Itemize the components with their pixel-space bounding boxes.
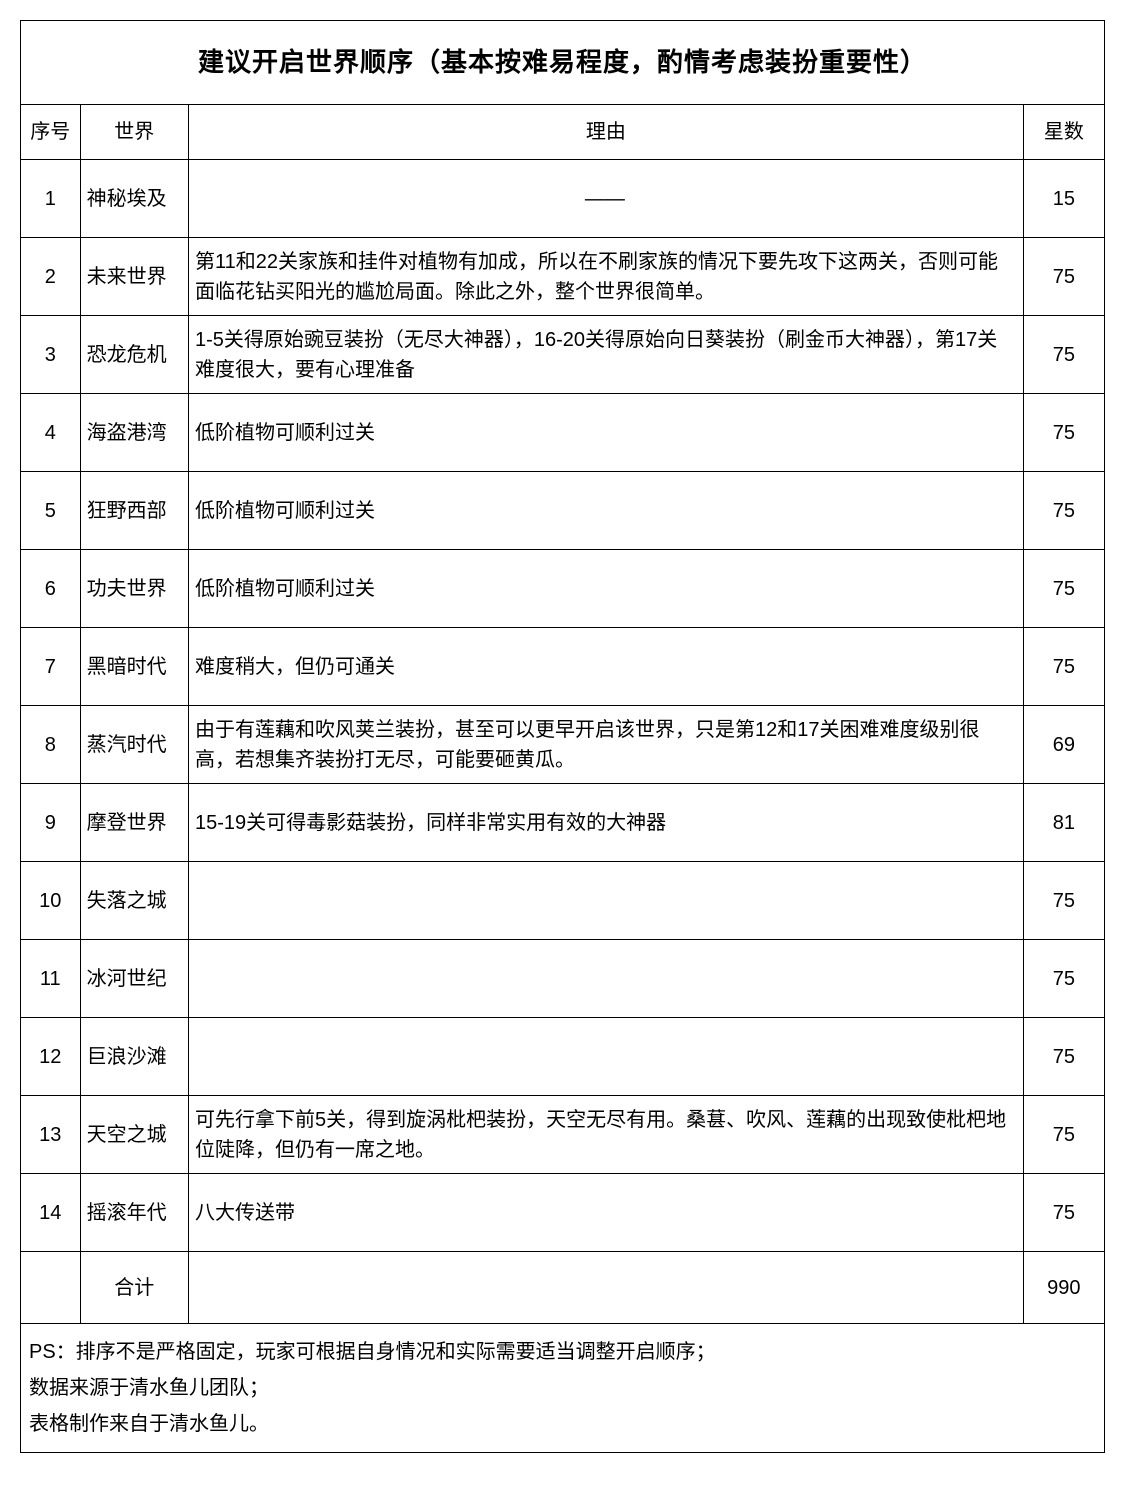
col-header-reason: 理由 xyxy=(189,105,1024,160)
row-world: 摇滚年代 xyxy=(80,1174,188,1252)
row-stars: 75 xyxy=(1023,940,1104,1018)
row-num: 10 xyxy=(21,862,81,940)
table-body: 1神秘埃及——152未来世界第11和22关家族和挂件对植物有加成，所以在不刷家族… xyxy=(21,160,1105,1453)
row-stars: 69 xyxy=(1023,706,1104,784)
footer-line-1: PS：排序不是严格固定，玩家可根据自身情况和实际需要适当调整开启顺序； xyxy=(29,1334,1096,1370)
row-num: 8 xyxy=(21,706,81,784)
row-stars: 75 xyxy=(1023,394,1104,472)
row-world: 天空之城 xyxy=(80,1096,188,1174)
table-row: 2未来世界第11和22关家族和挂件对植物有加成，所以在不刷家族的情况下要先攻下这… xyxy=(21,238,1105,316)
world-order-table: 建议开启世界顺序（基本按难易程度，酌情考虑装扮重要性） 序号 世界 理由 星数 … xyxy=(20,20,1105,1453)
row-reason xyxy=(189,862,1024,940)
row-reason: 低阶植物可顺利过关 xyxy=(189,472,1024,550)
row-reason: 可先行拿下前5关，得到旋涡枇杷装扮，天空无尽有用。桑葚、吹风、莲藕的出现致使枇杷… xyxy=(189,1096,1024,1174)
row-reason xyxy=(189,940,1024,1018)
table-row: 1神秘埃及——15 xyxy=(21,160,1105,238)
footer-line-2: 数据来源于清水鱼儿团队； xyxy=(29,1370,1096,1406)
total-stars: 990 xyxy=(1023,1252,1104,1324)
row-world: 恐龙危机 xyxy=(80,316,188,394)
footer-cell: PS：排序不是严格固定，玩家可根据自身情况和实际需要适当调整开启顺序；数据来源于… xyxy=(21,1324,1105,1453)
col-header-world: 世界 xyxy=(80,105,188,160)
row-num: 5 xyxy=(21,472,81,550)
row-reason: 由于有莲藕和吹风荚兰装扮，甚至可以更早开启该世界，只是第12和17关困难难度级别… xyxy=(189,706,1024,784)
row-world: 黑暗时代 xyxy=(80,628,188,706)
col-header-stars: 星数 xyxy=(1023,105,1104,160)
row-world: 巨浪沙滩 xyxy=(80,1018,188,1096)
row-num: 11 xyxy=(21,940,81,1018)
row-stars: 75 xyxy=(1023,1096,1104,1174)
row-stars: 75 xyxy=(1023,1018,1104,1096)
header-row: 序号 世界 理由 星数 xyxy=(21,105,1105,160)
table-container: 建议开启世界顺序（基本按难易程度，酌情考虑装扮重要性） 序号 世界 理由 星数 … xyxy=(20,20,1105,1453)
row-reason: —— xyxy=(189,160,1024,238)
row-stars: 75 xyxy=(1023,1174,1104,1252)
row-stars: 81 xyxy=(1023,784,1104,862)
table-row: 12巨浪沙滩 75 xyxy=(21,1018,1105,1096)
table-row: 5狂野西部低阶植物可顺利过关75 xyxy=(21,472,1105,550)
table-row: 14摇滚年代八大传送带75 xyxy=(21,1174,1105,1252)
row-stars: 75 xyxy=(1023,628,1104,706)
row-num: 7 xyxy=(21,628,81,706)
row-num: 9 xyxy=(21,784,81,862)
table-row: 11冰河世纪 75 xyxy=(21,940,1105,1018)
row-world: 未来世界 xyxy=(80,238,188,316)
row-world: 海盗港湾 xyxy=(80,394,188,472)
row-stars: 75 xyxy=(1023,862,1104,940)
row-world: 冰河世纪 xyxy=(80,940,188,1018)
table-row: 6功夫世界低阶植物可顺利过关75 xyxy=(21,550,1105,628)
table-row: 9摩登世界15-19关可得毒影菇装扮，同样非常实用有效的大神器81 xyxy=(21,784,1105,862)
row-num: 3 xyxy=(21,316,81,394)
row-stars: 75 xyxy=(1023,316,1104,394)
total-row: 合计 990 xyxy=(21,1252,1105,1324)
footer-line-3: 表格制作来自于清水鱼儿。 xyxy=(29,1406,1096,1442)
table-row: 3恐龙危机1-5关得原始豌豆装扮（无尽大神器），16-20关得原始向日葵装扮（刷… xyxy=(21,316,1105,394)
row-stars: 75 xyxy=(1023,472,1104,550)
row-reason: 低阶植物可顺利过关 xyxy=(189,394,1024,472)
row-num: 6 xyxy=(21,550,81,628)
row-world: 失落之城 xyxy=(80,862,188,940)
row-num: 13 xyxy=(21,1096,81,1174)
total-label: 合计 xyxy=(80,1252,188,1324)
row-num: 12 xyxy=(21,1018,81,1096)
row-reason: 1-5关得原始豌豆装扮（无尽大神器），16-20关得原始向日葵装扮（刷金币大神器… xyxy=(189,316,1024,394)
table-title: 建议开启世界顺序（基本按难易程度，酌情考虑装扮重要性） xyxy=(21,21,1105,105)
row-reason: 低阶植物可顺利过关 xyxy=(189,550,1024,628)
row-stars: 75 xyxy=(1023,238,1104,316)
row-world: 狂野西部 xyxy=(80,472,188,550)
footer-row: PS：排序不是严格固定，玩家可根据自身情况和实际需要适当调整开启顺序；数据来源于… xyxy=(21,1324,1105,1453)
total-reason xyxy=(189,1252,1024,1324)
row-reason xyxy=(189,1018,1024,1096)
row-reason: 第11和22关家族和挂件对植物有加成，所以在不刷家族的情况下要先攻下这两关，否则… xyxy=(189,238,1024,316)
row-world: 功夫世界 xyxy=(80,550,188,628)
row-num: 1 xyxy=(21,160,81,238)
row-stars: 15 xyxy=(1023,160,1104,238)
row-reason: 15-19关可得毒影菇装扮，同样非常实用有效的大神器 xyxy=(189,784,1024,862)
row-stars: 75 xyxy=(1023,550,1104,628)
row-reason: 八大传送带 xyxy=(189,1174,1024,1252)
table-row: 10失落之城 75 xyxy=(21,862,1105,940)
col-header-num: 序号 xyxy=(21,105,81,160)
row-world: 蒸汽时代 xyxy=(80,706,188,784)
row-num: 4 xyxy=(21,394,81,472)
table-row: 7黑暗时代难度稍大，但仍可通关75 xyxy=(21,628,1105,706)
table-row: 8蒸汽时代由于有莲藕和吹风荚兰装扮，甚至可以更早开启该世界，只是第12和17关困… xyxy=(21,706,1105,784)
row-reason: 难度稍大，但仍可通关 xyxy=(189,628,1024,706)
total-blank xyxy=(21,1252,81,1324)
title-row: 建议开启世界顺序（基本按难易程度，酌情考虑装扮重要性） xyxy=(21,21,1105,105)
table-row: 4海盗港湾低阶植物可顺利过关75 xyxy=(21,394,1105,472)
row-num: 2 xyxy=(21,238,81,316)
row-world: 摩登世界 xyxy=(80,784,188,862)
row-world: 神秘埃及 xyxy=(80,160,188,238)
row-num: 14 xyxy=(21,1174,81,1252)
table-row: 13天空之城可先行拿下前5关，得到旋涡枇杷装扮，天空无尽有用。桑葚、吹风、莲藕的… xyxy=(21,1096,1105,1174)
